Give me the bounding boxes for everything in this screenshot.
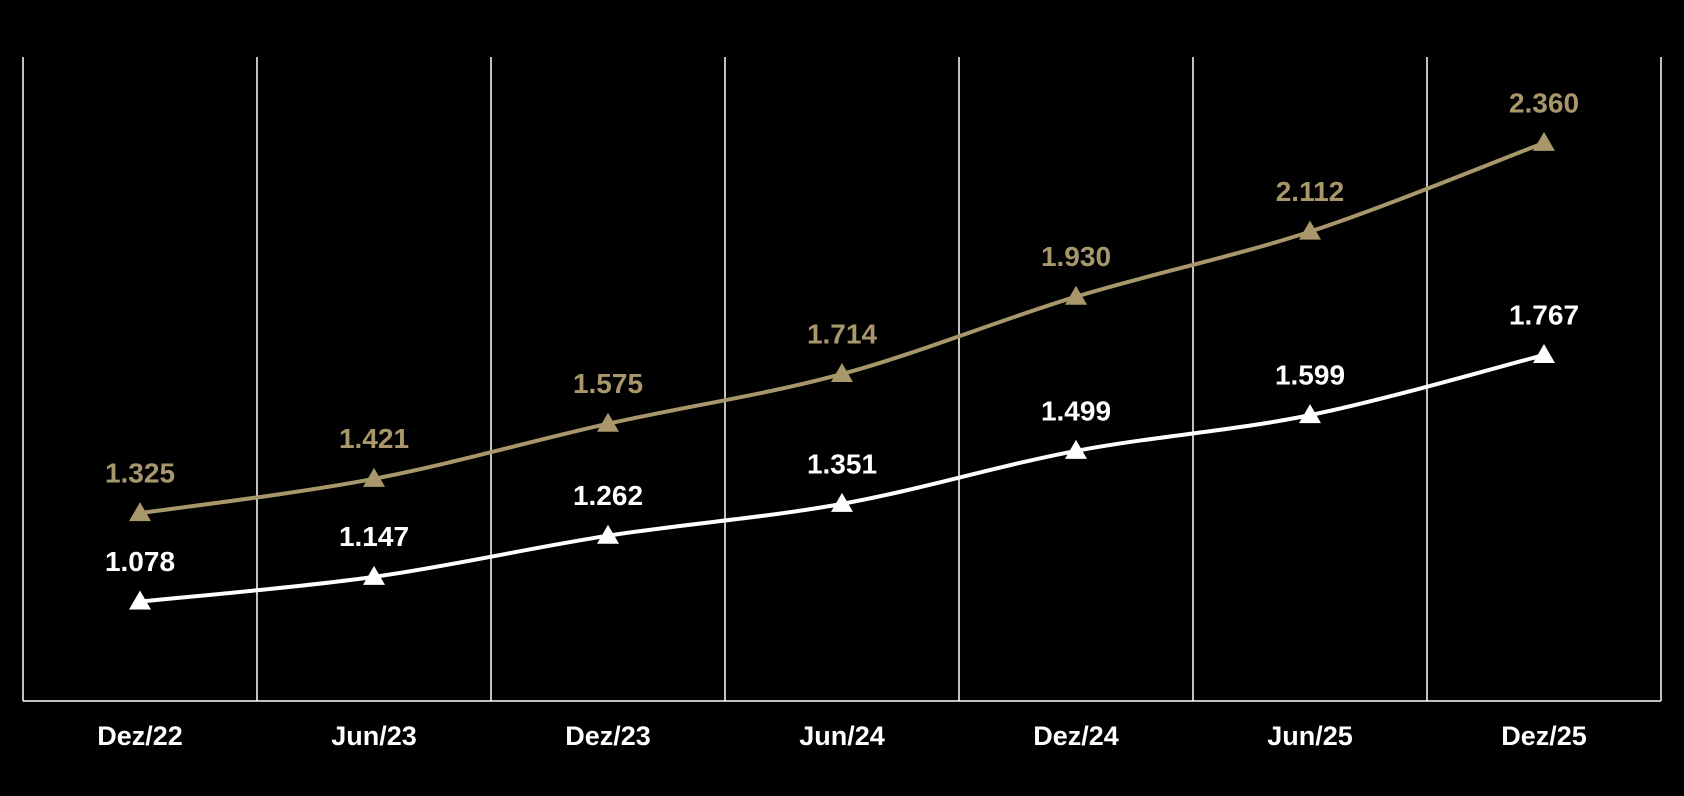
data-label: 1.930 (1041, 241, 1111, 272)
data-label: 1.599 (1275, 360, 1345, 391)
x-tick-label: Dez/23 (565, 721, 651, 751)
marker (129, 502, 151, 522)
x-tick-label: Dez/25 (1501, 721, 1587, 751)
marker (1533, 344, 1555, 364)
marker (1065, 285, 1087, 305)
data-label: 2.112 (1276, 176, 1345, 207)
data-label: 1.575 (573, 368, 643, 399)
marker (831, 362, 853, 382)
data-label: 1.351 (807, 448, 877, 479)
x-tick-label: Jun/23 (331, 721, 417, 751)
marker (1533, 131, 1555, 151)
marker (1299, 220, 1321, 240)
x-tick-label: Jun/25 (1267, 721, 1353, 751)
marker (1065, 439, 1087, 459)
data-label: 1.421 (339, 423, 409, 454)
marker (831, 492, 853, 512)
data-label: 1.767 (1509, 299, 1579, 330)
data-label: 1.325 (105, 458, 175, 489)
marker (363, 467, 385, 487)
x-tick-label: Dez/24 (1033, 721, 1119, 751)
data-label: 1.499 (1041, 395, 1111, 426)
marker (597, 412, 619, 432)
marker (1299, 404, 1321, 424)
data-label: 2.360 (1509, 87, 1579, 118)
data-label: 1.262 (573, 480, 643, 511)
data-label: 1.714 (807, 318, 877, 349)
data-label: 1.147 (339, 521, 409, 552)
marker (363, 565, 385, 585)
x-tick-label: Dez/22 (97, 721, 183, 751)
marker (597, 524, 619, 544)
marker (129, 590, 151, 610)
x-tick-label: Jun/24 (799, 721, 885, 751)
data-label: 1.078 (105, 546, 175, 577)
